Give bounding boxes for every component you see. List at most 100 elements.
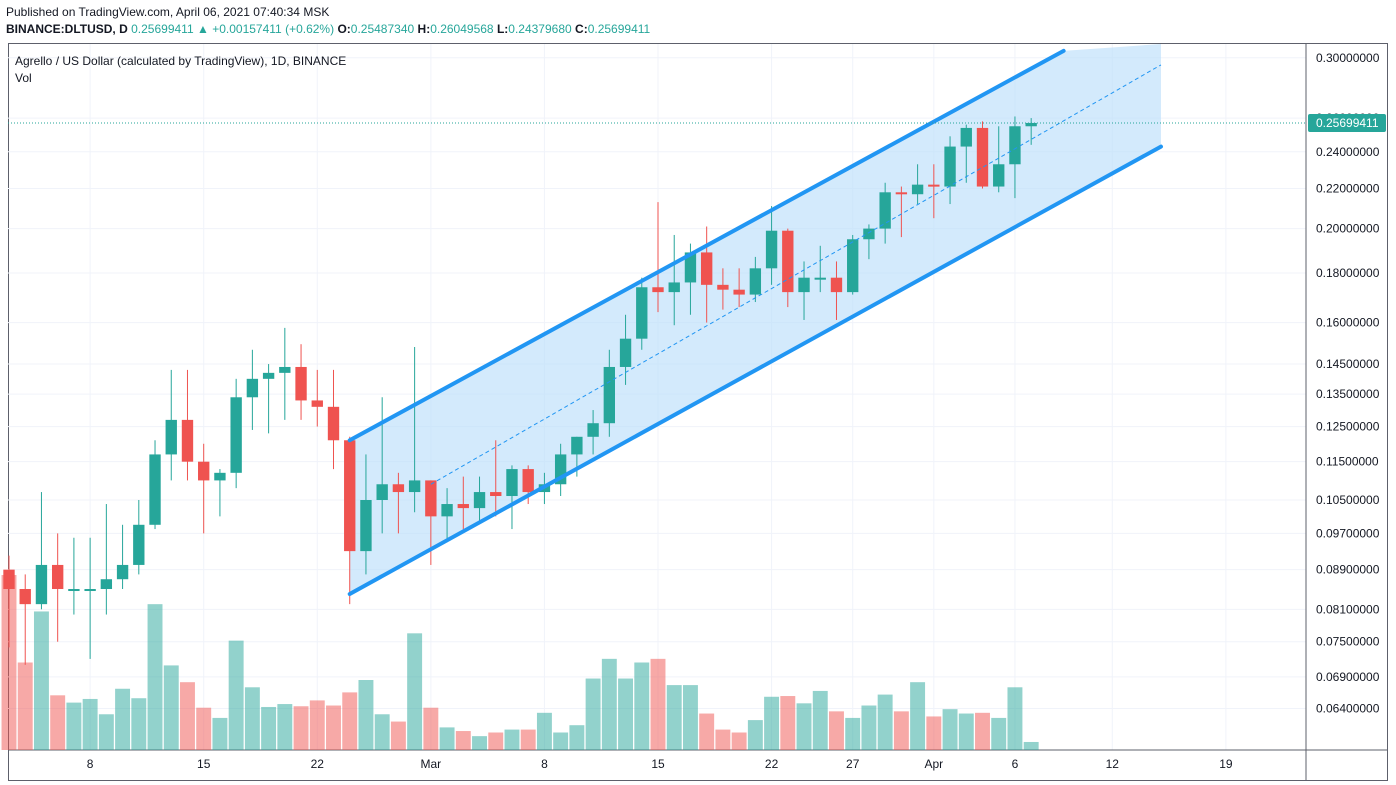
candle-body — [214, 472, 226, 481]
volume-bar — [536, 712, 552, 750]
volume-bar — [293, 706, 309, 750]
volume-bar — [650, 658, 666, 750]
x-tick-label: 15 — [651, 757, 665, 771]
volume-bar — [601, 658, 617, 750]
volume-bar — [66, 702, 82, 750]
volume-bar — [374, 714, 390, 750]
volume-bar — [520, 729, 536, 750]
volume-bar — [488, 732, 504, 750]
candle-body — [749, 268, 762, 295]
candle-body — [441, 504, 453, 517]
volume-bar — [569, 725, 585, 750]
y-tick-label: 0.30000000 — [1316, 51, 1380, 65]
volume-bar — [666, 685, 682, 750]
candle-body — [765, 230, 778, 269]
volume-bar — [309, 700, 325, 750]
volume-bar — [893, 711, 909, 750]
y-tick-label: 0.16000000 — [1316, 316, 1380, 330]
volume-bar — [163, 665, 179, 750]
candle-body — [733, 289, 745, 295]
open-value: 0.25487340 — [350, 22, 415, 36]
volume-bar — [1, 575, 17, 750]
volume-bar — [423, 707, 439, 750]
chart-frame — [8, 43, 1388, 781]
volume-bar — [829, 711, 844, 750]
low-value: 0.24379680 — [508, 22, 572, 36]
volume-bar — [131, 698, 147, 750]
candle-body — [603, 366, 616, 424]
candle-body — [165, 419, 177, 455]
x-tick-label: 27 — [846, 757, 860, 771]
y-tick-label: 0.06900000 — [1316, 670, 1380, 684]
candle-body — [814, 277, 826, 280]
volume-bar — [553, 732, 569, 750]
candle-body — [344, 440, 356, 552]
volume-bar — [975, 712, 990, 750]
y-tick-label: 0.06400000 — [1316, 702, 1380, 716]
volume-bar — [1023, 741, 1039, 750]
x-tick-label: Apr — [924, 757, 943, 771]
candle-body — [506, 469, 518, 497]
candle-body — [408, 480, 421, 493]
candle-body — [3, 569, 15, 590]
open-label: O: — [337, 22, 351, 36]
y-tick-label: 0.14500000 — [1316, 357, 1380, 371]
volume-bar — [358, 680, 374, 750]
volume-bar — [277, 704, 293, 750]
last-price-badge — [1308, 113, 1386, 132]
channel-lower-line — [347, 144, 1163, 596]
volume-bar — [1007, 687, 1023, 750]
last-price-badge-label: 0.25699411 — [1316, 116, 1379, 130]
y-tick-label: 0.07500000 — [1316, 635, 1380, 649]
volume-bar — [845, 717, 861, 750]
candle-body — [262, 372, 275, 379]
volume-bar — [877, 694, 893, 750]
volume-bar — [390, 721, 406, 750]
candle-body — [100, 579, 113, 590]
candle-body — [960, 127, 972, 147]
candle-body — [830, 277, 843, 293]
candle-body — [68, 589, 80, 592]
y-tick-label: 0.24000000 — [1316, 145, 1380, 159]
candle-body — [490, 492, 502, 497]
volume-bar — [147, 604, 163, 750]
candle-body — [376, 484, 388, 501]
x-tick-label: 15 — [197, 757, 211, 771]
candle-body — [35, 564, 48, 605]
high-value: 0.26049568 — [430, 22, 494, 36]
x-tick-label: 8 — [541, 757, 548, 771]
volume-bar — [715, 729, 731, 750]
volume-bar — [682, 685, 698, 750]
volume-bar — [212, 717, 228, 750]
candle-body — [976, 127, 989, 187]
candle-body — [944, 146, 956, 187]
volume-bar — [796, 703, 812, 750]
x-tick-label: 12 — [1106, 757, 1120, 771]
volume-bar — [115, 688, 131, 750]
y-tick-label: 0.12500000 — [1316, 420, 1380, 434]
volume-bar — [747, 720, 763, 750]
candle-body — [149, 454, 161, 525]
y-tick-label: 0.13500000 — [1316, 387, 1380, 401]
channel-upper-line — [347, 48, 1066, 443]
y-tick-label: 0.11500000 — [1316, 455, 1379, 469]
volume-bar — [731, 732, 747, 750]
volume-bar — [244, 687, 260, 750]
volume-bar — [942, 709, 958, 750]
candle-body — [230, 397, 242, 473]
volume-bar — [455, 731, 471, 750]
high-label: H: — [417, 22, 431, 36]
volume-bar — [439, 727, 455, 750]
x-tick-label: 8 — [87, 757, 94, 771]
candle-body — [619, 338, 632, 367]
candle-body — [425, 480, 437, 517]
volume-bar — [991, 717, 1007, 750]
y-tick-label: 0.10500000 — [1316, 493, 1380, 507]
y-tick-label: 0.09700000 — [1316, 526, 1380, 540]
candle-body — [51, 564, 64, 590]
volume-bar — [50, 695, 66, 750]
x-tick-label: 22 — [765, 757, 779, 771]
candle-body — [587, 423, 599, 437]
volume-bar — [98, 714, 114, 750]
